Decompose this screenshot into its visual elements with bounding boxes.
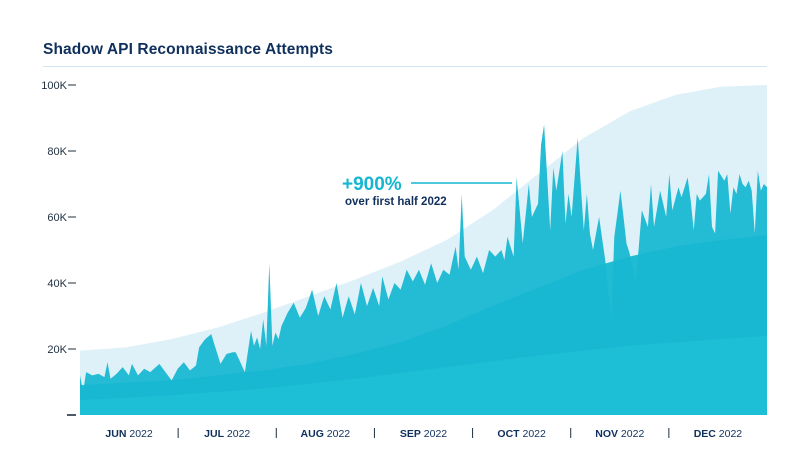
y-tick-label: 40K <box>47 278 67 290</box>
x-tick-label: DEC 2022 <box>694 428 743 440</box>
base-trend-band <box>80 335 767 415</box>
annotation-value: +900% <box>342 174 402 195</box>
x-tick-label: AUG 2022 <box>301 428 351 440</box>
y-tick-label: 60K <box>47 212 67 224</box>
x-tick-label: JUN 2022 <box>105 428 152 440</box>
growth-annotation: +900% over first half 2022 <box>342 174 512 208</box>
x-tick-label: SEP 2022 <box>400 428 447 440</box>
title-divider <box>43 66 767 67</box>
x-axis: JUN 2022 JUL 2022 AUG 2022 SEP 2022 OCT 2022… <box>105 428 742 440</box>
x-tick-label: NOV 2022 <box>595 428 644 440</box>
y-tick-label: 20K <box>47 344 67 356</box>
y-tick-label: 100K <box>41 80 67 92</box>
y-tick-label: 80K <box>47 146 67 158</box>
y-axis: 20K 40K 60K 80K 100K <box>41 80 76 416</box>
chart-title: Shadow API Reconnaissance Attempts <box>43 41 333 58</box>
area-layers <box>80 85 767 415</box>
x-tick-label: JUL 2022 <box>204 428 250 440</box>
annotation-text: over first half 2022 <box>345 196 447 208</box>
x-tick-label: OCT 2022 <box>497 428 546 440</box>
